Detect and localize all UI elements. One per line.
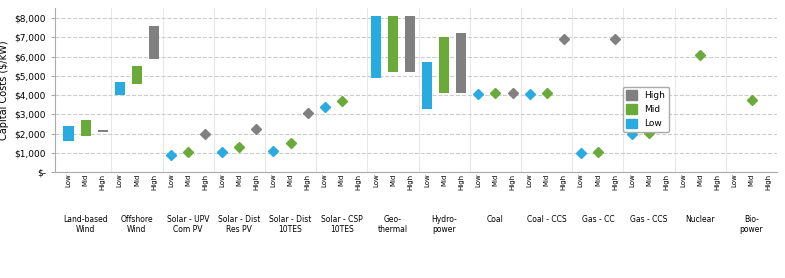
Bar bbox=[388, 16, 398, 72]
Text: Coal: Coal bbox=[487, 215, 504, 224]
Text: Offshore
Wind: Offshore Wind bbox=[121, 215, 153, 234]
Text: Land-based
Wind: Land-based Wind bbox=[64, 215, 108, 234]
Legend: High, Mid, Low: High, Mid, Low bbox=[623, 87, 669, 132]
Text: Coal - CCS: Coal - CCS bbox=[527, 215, 567, 224]
Bar bbox=[422, 62, 433, 109]
Text: Hydro-
power: Hydro- power bbox=[431, 215, 457, 234]
Text: Solar - CSP
10TES: Solar - CSP 10TES bbox=[321, 215, 363, 234]
Text: Geo-
thermal: Geo- thermal bbox=[378, 215, 408, 234]
Text: Bio-
power: Bio- power bbox=[739, 215, 763, 234]
Bar bbox=[405, 16, 415, 72]
Bar bbox=[81, 120, 91, 136]
Bar bbox=[371, 16, 381, 78]
Bar bbox=[456, 33, 466, 93]
Bar bbox=[97, 130, 108, 132]
Text: Gas - CCS: Gas - CCS bbox=[630, 215, 668, 224]
Text: Solar - Dist
10TES: Solar - Dist 10TES bbox=[269, 215, 312, 234]
Text: Gas - CC: Gas - CC bbox=[582, 215, 614, 224]
Bar bbox=[439, 37, 449, 93]
Text: Solar - Dist
Res PV: Solar - Dist Res PV bbox=[218, 215, 261, 234]
Y-axis label: Capital Costs ($/kW): Capital Costs ($/kW) bbox=[0, 41, 9, 140]
Bar bbox=[115, 82, 125, 95]
Bar bbox=[149, 26, 159, 58]
Text: Solar - UPV
Com PV: Solar - UPV Com PV bbox=[167, 215, 210, 234]
Text: Nuclear: Nuclear bbox=[685, 215, 715, 224]
Bar bbox=[132, 66, 142, 84]
Bar bbox=[64, 126, 74, 142]
